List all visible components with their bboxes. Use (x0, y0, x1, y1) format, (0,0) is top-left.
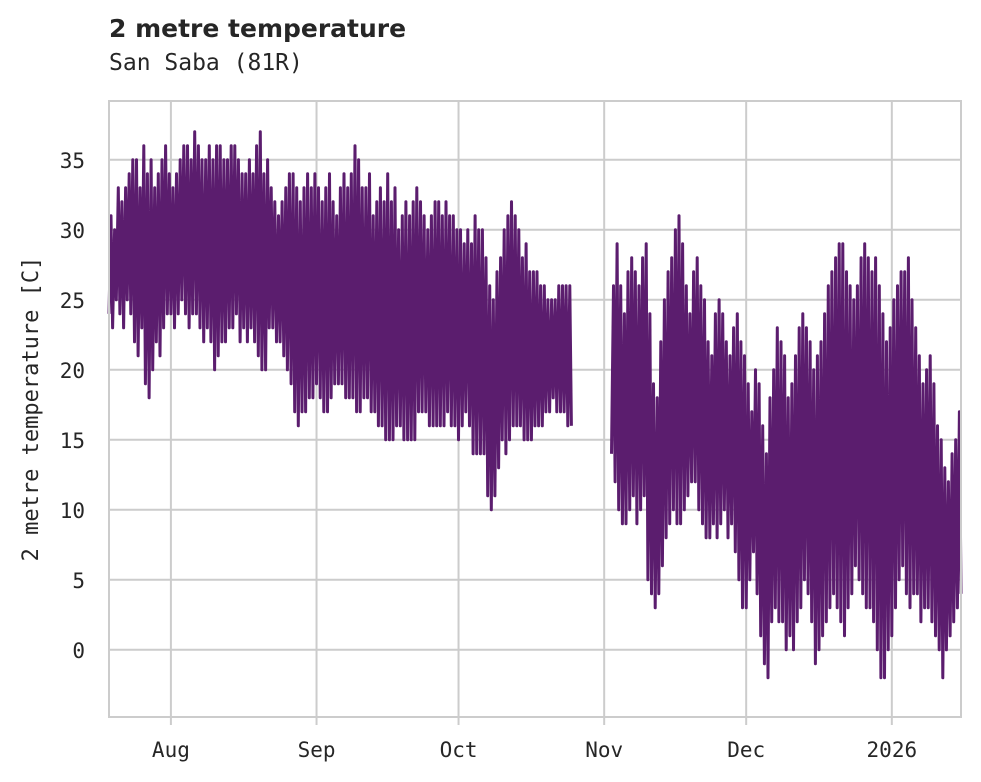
y-tick-label: 10 (60, 499, 85, 523)
y-tick-label: 15 (60, 429, 85, 453)
x-tick-label: Aug (152, 738, 190, 762)
chart-subtitle: San Saba (81R) (109, 50, 303, 76)
x-tick-label: Nov (585, 738, 623, 762)
axes-frame (108, 100, 962, 718)
x-tick-label: Sep (298, 738, 336, 762)
ticks: 0 5 10 15 20 25 30 35 Aug Sep Oct Nov Dec 2026 (60, 149, 917, 762)
y-tick-label: 25 (60, 289, 85, 313)
chart-title: 2 metre temperature (109, 14, 407, 43)
y-axis-label: 2 metre temperature [C] (19, 257, 44, 562)
x-tick-label: Dec (727, 738, 765, 762)
temperature-series-line (610, 214, 963, 680)
temperature-series-line (107, 130, 573, 512)
y-tick-label: 5 (72, 569, 85, 593)
y-tick-label: 35 (60, 149, 85, 173)
y-tick-label: 20 (60, 359, 85, 383)
x-tick-label: 2026 (867, 738, 918, 762)
y-tick-label: 30 (60, 219, 85, 243)
x-tick-label: Oct (440, 738, 478, 762)
series-group (107, 130, 963, 680)
y-tick-label: 0 (72, 639, 85, 663)
